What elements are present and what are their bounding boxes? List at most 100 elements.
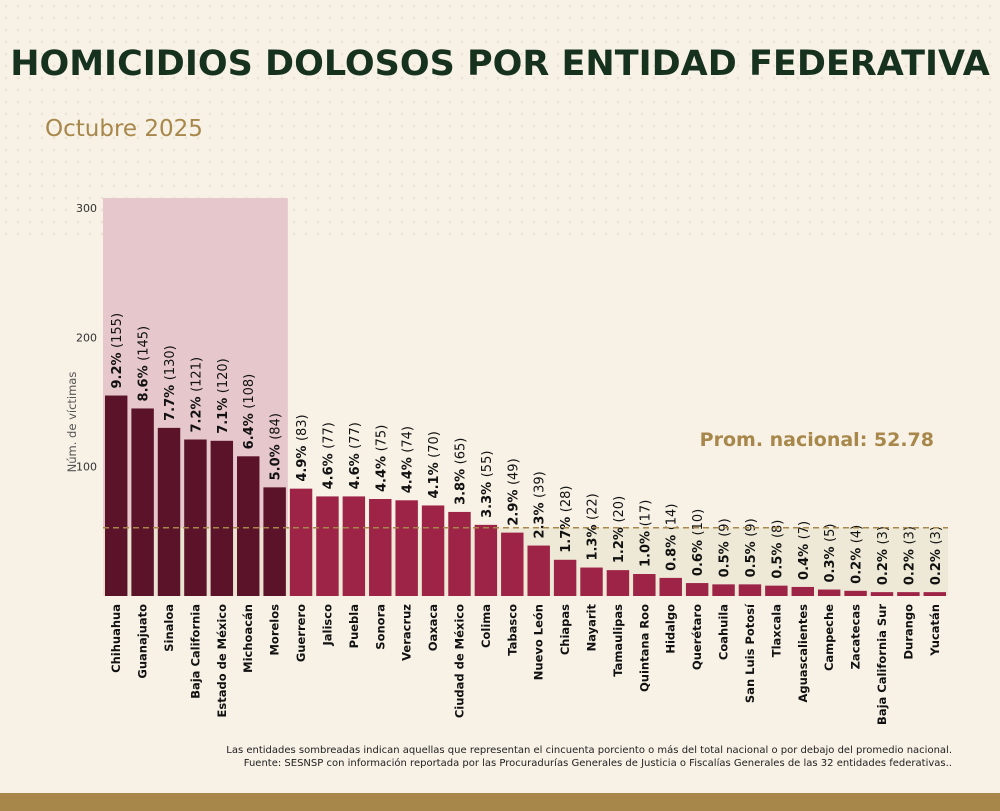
- bar: [237, 456, 260, 596]
- bar: [633, 574, 656, 596]
- data-label-count: (121): [189, 357, 204, 392]
- data-label-count: (22): [586, 493, 601, 520]
- bar: [870, 592, 894, 596]
- bar: [712, 584, 735, 596]
- bar: [897, 592, 920, 596]
- data-label: 0.2% (4): [850, 525, 865, 584]
- bar-chart: 100 200 300 Núm. de víctimas 9.2% (155) Chihu…: [65, 198, 948, 725]
- category-label: Yucatán: [928, 604, 942, 657]
- bar: [501, 532, 524, 596]
- data-label-percent: 1.2%: [612, 523, 627, 564]
- data-label-percent: 0.4%: [797, 539, 812, 580]
- category-label: Estado de México: [215, 604, 229, 718]
- category-label: Colima: [479, 604, 493, 648]
- bar: [210, 440, 234, 596]
- bar: [184, 439, 207, 596]
- data-label-percent: 0.6%: [691, 535, 706, 576]
- category-label: Morelos: [268, 604, 282, 656]
- data-label-count: (55): [480, 451, 495, 478]
- data-label-percent: 3.8%: [453, 464, 468, 505]
- bar: [738, 584, 762, 596]
- page-subtitle: Octubre 2025: [45, 116, 203, 142]
- bar: [527, 545, 550, 596]
- data-label: 1.0% (17): [638, 500, 653, 567]
- data-label-count: (9): [744, 518, 759, 536]
- data-label: 3.3% (55): [480, 451, 495, 518]
- data-label-percent: 3.3%: [480, 477, 495, 518]
- data-label-count: (77): [348, 422, 363, 449]
- data-label: 0.2% (3): [902, 526, 917, 585]
- data-label-percent: 4.4%: [374, 451, 389, 492]
- data-label: 2.9% (49): [506, 458, 521, 525]
- category-label: Chiapas: [558, 604, 572, 655]
- bar: [263, 487, 286, 596]
- category-label: Puebla: [347, 604, 361, 648]
- category-label: Veracruz: [400, 604, 414, 661]
- bar: [342, 496, 366, 596]
- data-label-percent: 1.7%: [559, 512, 574, 553]
- data-label: 4.1% (70): [427, 431, 442, 498]
- data-label-count: (70): [427, 431, 442, 458]
- category-label: Quintana Roo: [637, 604, 651, 692]
- category-label: Baja California: [188, 604, 202, 699]
- data-label-percent: 2.3%: [533, 498, 548, 539]
- data-label-percent: 1.3%: [586, 520, 601, 561]
- data-label: 0.4% (7): [797, 521, 812, 580]
- data-label: 9.2% (155): [110, 313, 125, 389]
- bar: [157, 427, 181, 596]
- footnote-line-2: Fuente: SESNSP con información reportada…: [243, 758, 952, 769]
- category-label: Tlaxcala: [769, 604, 783, 657]
- bar: [316, 496, 339, 596]
- data-label: 4.6% (77): [348, 422, 363, 489]
- data-label: 7.1% (120): [216, 358, 231, 434]
- bar: [448, 511, 471, 596]
- category-label: Nayarit: [585, 604, 599, 652]
- bar: [395, 500, 418, 596]
- data-label-count: (74): [401, 426, 416, 453]
- data-label-count: (49): [506, 458, 521, 485]
- data-label-percent: 0.2%: [929, 545, 944, 586]
- data-label-count: (84): [269, 413, 284, 440]
- data-label-percent: 9.2%: [110, 348, 125, 389]
- data-label: 4.4% (74): [401, 426, 416, 493]
- data-label-percent: 7.7%: [163, 380, 178, 421]
- category-label: Tabasco: [505, 604, 519, 656]
- category-label: Durango: [901, 604, 915, 660]
- y-tick-label: 200: [76, 331, 97, 344]
- data-label-percent: 4.4%: [401, 453, 416, 494]
- data-label-percent: 0.3%: [823, 542, 838, 583]
- data-label-count: (10): [691, 509, 706, 536]
- data-label: 1.2% (20): [612, 496, 627, 563]
- data-label-percent: 2.9%: [506, 485, 521, 526]
- data-label-count: (75): [374, 425, 389, 452]
- bar: [369, 499, 392, 596]
- bar: [791, 586, 814, 596]
- y-tick-label: 300: [76, 202, 97, 215]
- data-label-percent: 1.0%: [638, 526, 653, 567]
- data-label-percent: 4.9%: [295, 441, 310, 482]
- data-label: 3.8% (65): [453, 438, 468, 505]
- data-label-count: (20): [612, 496, 627, 523]
- data-label-count: (4): [850, 525, 865, 543]
- data-label-count: (3): [876, 526, 891, 544]
- data-label-percent: 0.5%: [770, 538, 785, 579]
- data-label: 0.5% (9): [744, 518, 759, 577]
- category-label: Michoacán: [241, 604, 255, 673]
- data-label: 4.6% (77): [321, 422, 336, 489]
- data-label: 7.2% (121): [189, 357, 204, 433]
- data-label-percent: 4.6%: [348, 449, 363, 490]
- bottom-bar: [0, 793, 1000, 811]
- category-label: Nuevo León: [532, 604, 546, 680]
- category-label: San Luis Potosí: [743, 603, 757, 703]
- bar: [580, 567, 603, 596]
- data-label: 0.3% (5): [823, 524, 838, 583]
- footnote: Las entidades sombreadas indican aquella…: [226, 744, 952, 770]
- data-label: 0.2% (3): [929, 526, 944, 585]
- bar: [421, 505, 445, 596]
- data-label-count: (5): [823, 524, 838, 542]
- data-label: 1.3% (22): [586, 493, 601, 560]
- data-label-count: (83): [295, 414, 310, 441]
- data-label-percent: 4.6%: [321, 449, 336, 490]
- category-label: Coahuila: [717, 604, 731, 660]
- category-label: Oaxaca: [426, 604, 440, 651]
